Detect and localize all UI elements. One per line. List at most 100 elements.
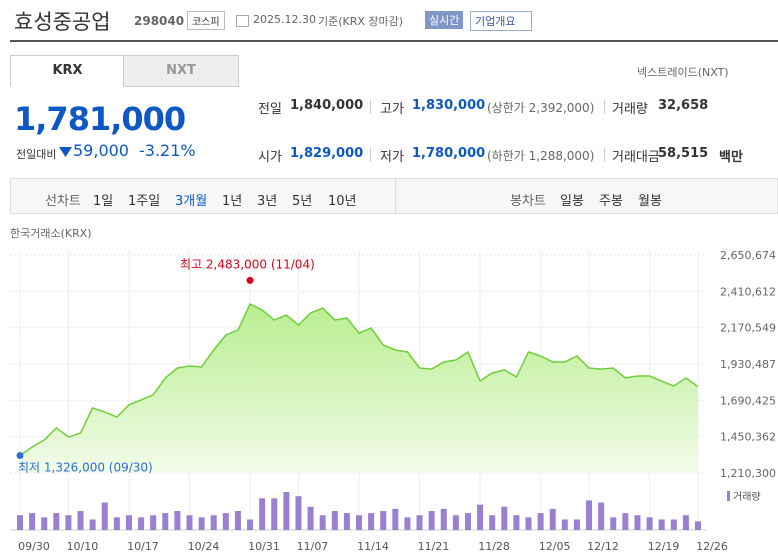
volume-bar xyxy=(331,511,338,530)
volume-bar xyxy=(53,513,60,530)
volume-bar xyxy=(525,517,532,530)
x-tick-label: 12/05 xyxy=(539,540,571,553)
candle-button[interactable]: 일봉 xyxy=(560,194,584,209)
x-tick-label: 10/24 xyxy=(188,540,220,553)
volume-bar xyxy=(356,515,362,530)
extreme-label: 최저 1,326,000 (09/30) xyxy=(18,460,153,474)
stat-label: 저가 xyxy=(380,150,404,165)
x-tick-label: 10/17 xyxy=(127,540,159,553)
x-tick-label: 11/07 xyxy=(297,540,329,553)
volume-bar xyxy=(622,513,629,530)
period-button[interactable]: 5년 xyxy=(292,194,313,209)
realtime-badge[interactable]: 실시간 xyxy=(425,11,464,29)
stat-unit: 백만 xyxy=(719,150,743,165)
company-button[interactable]: 기업개요 xyxy=(470,11,533,31)
volume-bar xyxy=(271,498,278,530)
line xyxy=(19,302,699,457)
volume-bar xyxy=(501,506,508,530)
stat-note: (하한가 1,288,000) xyxy=(487,149,595,163)
tab[interactable]: NXT xyxy=(123,55,239,87)
volume-bar xyxy=(477,504,484,530)
x-tick-label: 11/14 xyxy=(357,540,389,553)
volume-bar xyxy=(573,519,580,530)
y-tick-label: 2,170,549 xyxy=(720,322,776,335)
volume-bar xyxy=(343,513,350,530)
candle-button[interactable]: 월봉 xyxy=(638,194,662,209)
separator xyxy=(604,148,605,162)
period-bar xyxy=(10,178,778,214)
volume-bar xyxy=(138,517,145,530)
stat-label: 거래대금 xyxy=(612,150,660,165)
x-tick-label: 10/10 xyxy=(67,540,99,553)
stat-label: 시가 xyxy=(258,150,282,165)
volume-bar xyxy=(307,506,314,530)
volume-bar xyxy=(561,519,568,530)
stat-label: 고가 xyxy=(380,102,404,117)
volume-bar xyxy=(198,517,205,530)
period-button[interactable]: 1년 xyxy=(222,194,243,209)
volume-bar xyxy=(101,502,108,530)
extreme-marker xyxy=(16,451,24,459)
volume-bar xyxy=(634,515,641,530)
volume-bar xyxy=(222,513,229,530)
candle-button[interactable]: 주봉 xyxy=(599,194,623,209)
volume-bar xyxy=(77,511,84,530)
legend-label: 거래량 xyxy=(733,491,761,503)
volume-bar xyxy=(464,513,471,530)
volume-bar xyxy=(428,511,435,530)
legend-swatch xyxy=(727,491,730,501)
volume-bar xyxy=(598,502,605,530)
volume-bar xyxy=(380,511,387,530)
volume-bar xyxy=(234,511,241,530)
stat-value: 1,830,000 xyxy=(412,98,486,113)
volume-bar xyxy=(416,515,423,530)
stock-name: 효성중공업 xyxy=(14,10,111,34)
chart-type-label: 봉차트 xyxy=(510,194,546,209)
period-button[interactable]: 3개월 xyxy=(175,194,208,209)
date: 2025.12.30 xyxy=(253,13,316,26)
volume-bar xyxy=(174,511,181,530)
volume-bar xyxy=(162,513,169,530)
volume-bar xyxy=(537,513,544,530)
volume-bar xyxy=(259,498,266,530)
x-tick-label: 12/26 xyxy=(696,540,728,553)
change-label: 전일대비 xyxy=(16,148,57,161)
volume-bar xyxy=(113,517,120,530)
period-button[interactable]: 10년 xyxy=(328,194,357,209)
volume-bar xyxy=(150,515,157,530)
volume-bar xyxy=(489,515,496,530)
y-tick-label: 1,210,300 xyxy=(720,467,776,480)
period-button[interactable]: 1주일 xyxy=(128,194,161,209)
volume-bar xyxy=(247,519,254,530)
stat-value: 32,658 xyxy=(658,98,709,113)
stat-value: 58,515 xyxy=(658,146,709,161)
x-tick-label: 10/31 xyxy=(248,540,280,553)
chart-source: 한국거래소(KRX) xyxy=(10,227,92,240)
separator xyxy=(370,148,371,162)
change: 59,000 xyxy=(73,141,129,160)
x-tick-label: 09/30 xyxy=(18,540,50,553)
period-button[interactable]: 1일 xyxy=(93,194,114,209)
down-arrow xyxy=(59,147,72,157)
stat-value: 1,840,000 xyxy=(290,98,364,113)
x-tick-label: 11/21 xyxy=(418,540,450,553)
chart-type-label: 선차트 xyxy=(45,194,81,209)
area xyxy=(20,303,698,473)
volume-bar xyxy=(89,519,96,530)
volume-bar xyxy=(368,513,375,530)
period-button[interactable]: 3년 xyxy=(257,194,278,209)
volume-bar xyxy=(404,517,411,530)
volume-bar xyxy=(452,515,459,530)
stat-note: (상한가 2,392,000) xyxy=(487,101,595,115)
y-tick-label: 2,650,674 xyxy=(720,249,776,262)
volume-bar xyxy=(125,515,132,530)
x-tick-label: 12/19 xyxy=(648,540,680,553)
extreme-marker xyxy=(246,276,254,284)
nxt-link[interactable]: 넥스트레이드(NXT) xyxy=(637,66,729,79)
header-rule xyxy=(10,40,778,42)
basis: 기준(KRX 장마감) xyxy=(318,15,404,28)
stat-value: 1,780,000 xyxy=(412,146,486,161)
y-tick-label: 1,930,487 xyxy=(720,358,776,371)
volume-bar xyxy=(319,515,326,530)
